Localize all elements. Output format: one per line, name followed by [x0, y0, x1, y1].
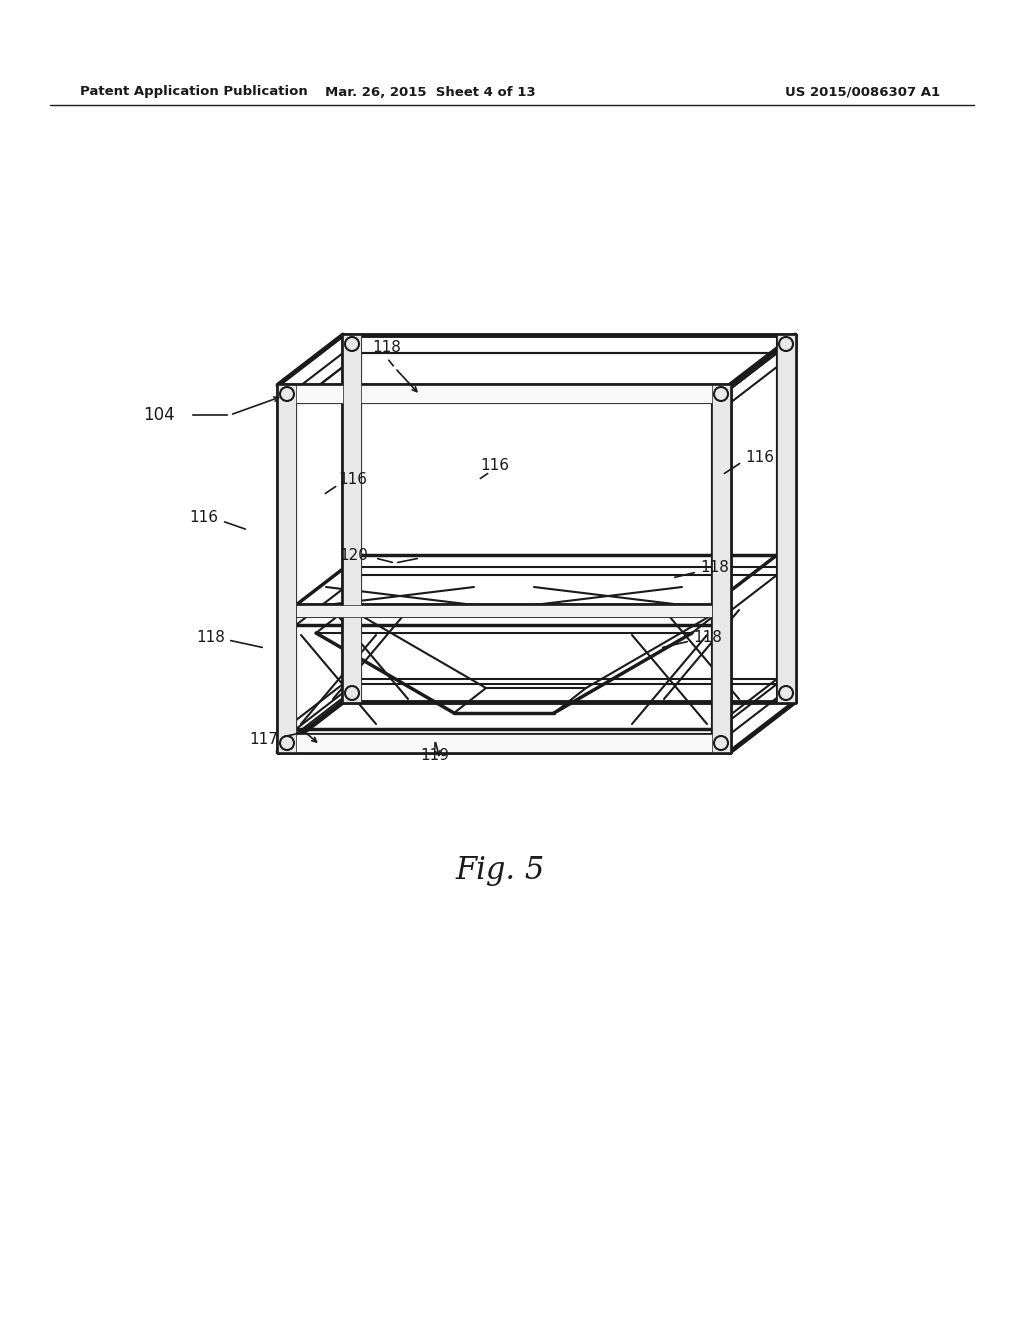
Bar	[278, 734, 730, 752]
Bar	[296, 605, 712, 616]
Text: 119: 119	[421, 747, 450, 763]
Text: 117: 117	[249, 733, 278, 747]
Text: Patent Application Publication: Patent Application Publication	[80, 86, 308, 99]
Text: 116: 116	[480, 458, 509, 473]
Bar	[343, 335, 361, 702]
Text: Fig. 5: Fig. 5	[456, 854, 545, 886]
Text: 118: 118	[373, 341, 401, 355]
Text: 118: 118	[700, 561, 729, 576]
Text: 116: 116	[189, 511, 218, 525]
Text: 104: 104	[143, 407, 175, 424]
Text: Mar. 26, 2015  Sheet 4 of 13: Mar. 26, 2015 Sheet 4 of 13	[325, 86, 536, 99]
Text: 120: 120	[339, 548, 368, 562]
Bar	[712, 385, 730, 752]
Bar	[278, 385, 730, 403]
Text: US 2015/0086307 A1: US 2015/0086307 A1	[784, 86, 940, 99]
Bar	[777, 335, 795, 702]
Text: 118: 118	[197, 631, 225, 645]
Text: 116: 116	[745, 450, 774, 465]
Bar	[278, 385, 296, 752]
Text: 118: 118	[693, 631, 722, 645]
Text: 116: 116	[338, 473, 367, 487]
